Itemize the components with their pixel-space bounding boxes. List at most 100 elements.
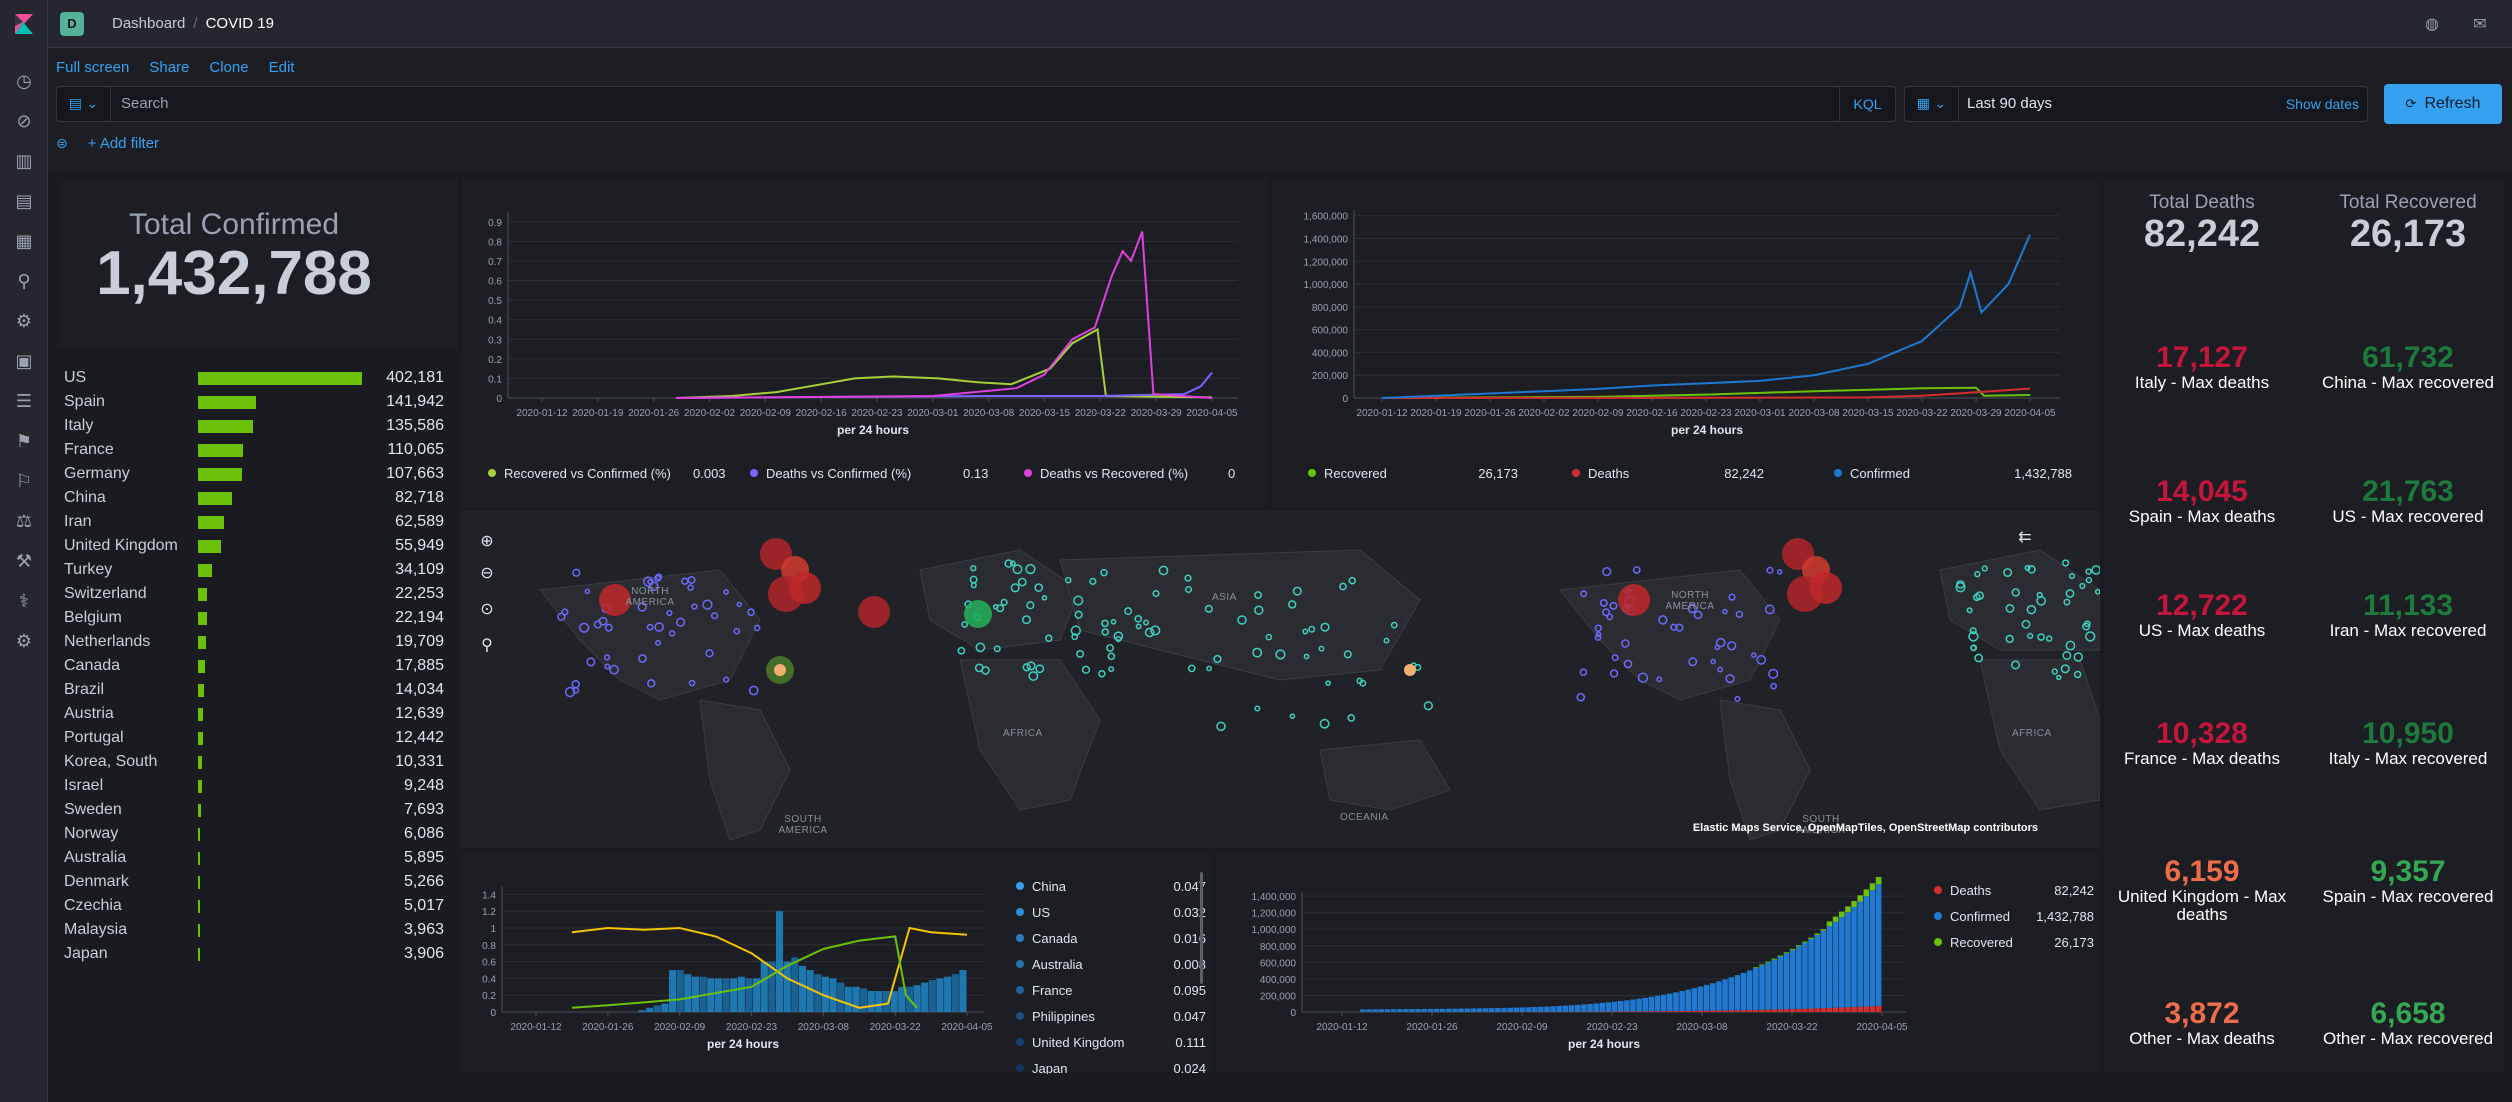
case-bubble[interactable] xyxy=(1100,568,1108,577)
country-row[interactable]: Brazil 14,034 xyxy=(64,678,444,702)
bar-recovered[interactable] xyxy=(1875,876,1882,885)
case-bubble[interactable] xyxy=(1970,644,1978,652)
series-line-1[interactable] xyxy=(1381,387,2031,399)
bar-deaths[interactable] xyxy=(1789,1009,1796,1012)
case-bubble[interactable] xyxy=(1275,649,1286,660)
bar-confirmed[interactable] xyxy=(1495,1008,1501,1012)
legend-item[interactable]: Deaths vs Recovered (%) xyxy=(1024,464,1188,484)
case-bubble[interactable] xyxy=(1594,634,1602,641)
bar-confirmed[interactable] xyxy=(1581,1004,1587,1012)
case-bubble[interactable] xyxy=(2073,670,2082,679)
case-bubble[interactable] xyxy=(710,612,719,620)
case-bubble[interactable] xyxy=(646,623,654,631)
bar-deaths[interactable] xyxy=(1734,1010,1741,1012)
bar-recovered[interactable] xyxy=(1783,952,1790,954)
bar-deaths[interactable] xyxy=(1667,1011,1673,1012)
case-bubble[interactable] xyxy=(638,654,647,663)
case-bubble[interactable] xyxy=(1637,672,1649,683)
dashboard-icon[interactable]: ▤ xyxy=(15,191,33,212)
case-bubble[interactable] xyxy=(1000,598,1008,606)
bar-confirmed[interactable] xyxy=(1728,977,1735,1011)
country-row[interactable]: Norway 6,086 xyxy=(64,822,444,846)
case-bubble[interactable] xyxy=(1766,566,1774,574)
case-bubble[interactable] xyxy=(1026,661,1036,671)
bar-confirmed[interactable] xyxy=(1501,1007,1507,1012)
bar-recovered[interactable] xyxy=(1851,900,1857,907)
case-bubble[interactable] xyxy=(1184,574,1192,582)
bar-confirmed[interactable] xyxy=(1415,1009,1421,1012)
case-bubble[interactable] xyxy=(1108,666,1115,673)
bar-confirmed[interactable] xyxy=(1531,1007,1538,1012)
case-bubble[interactable] xyxy=(1028,671,1039,682)
case-bubble[interactable] xyxy=(604,663,611,670)
bar-confirmed[interactable] xyxy=(1402,1009,1409,1012)
bar-confirmed[interactable] xyxy=(1808,938,1814,1009)
bar-deaths[interactable] xyxy=(1746,1010,1753,1012)
bar-confirmed[interactable] xyxy=(1574,1004,1581,1012)
zoom-in-icon[interactable]: ⊕ xyxy=(480,531,494,550)
case-bubble[interactable] xyxy=(2056,674,2062,681)
help-icon[interactable]: ◍ xyxy=(2425,14,2439,33)
case-bubble[interactable] xyxy=(1423,701,1433,711)
bar-deaths[interactable] xyxy=(1863,1006,1870,1012)
bar-deaths[interactable] xyxy=(1839,1007,1845,1012)
bar-recovered[interactable] xyxy=(1863,889,1870,897)
layer-control-icon[interactable]: ⇇ xyxy=(2018,527,2032,546)
case-bubble[interactable] xyxy=(2065,640,2076,651)
case-bubble[interactable] xyxy=(2065,589,2075,598)
siem-icon[interactable]: ⚖ xyxy=(15,511,33,532)
full-screen-link[interactable]: Full screen xyxy=(56,59,130,76)
case-bubble[interactable] xyxy=(2062,559,2070,567)
uptime-icon[interactable]: ⚐ xyxy=(15,471,33,492)
search-input[interactable]: Search xyxy=(121,95,169,112)
case-bubble[interactable] xyxy=(1343,650,1352,659)
case-bubble[interactable] xyxy=(1017,577,1027,587)
legend-item[interactable]: Deaths 82,242 xyxy=(1934,878,2094,904)
time-range-value[interactable]: Last 90 days xyxy=(1967,95,2053,112)
bar-confirmed[interactable] xyxy=(1875,884,1882,1006)
bar-deaths[interactable] xyxy=(1802,1008,1808,1012)
bar-deaths[interactable] xyxy=(1697,1010,1704,1012)
bar-confirmed[interactable] xyxy=(1366,1009,1372,1012)
bar-confirmed[interactable] xyxy=(1679,991,1685,1012)
map-canvas[interactable] xyxy=(460,510,2100,848)
legend-item[interactable]: Confirmed 1,432,788 xyxy=(1934,904,2094,930)
case-bubble[interactable] xyxy=(584,588,591,595)
country-row[interactable]: Israel 9,248 xyxy=(64,774,444,798)
case-bubble[interactable] xyxy=(1026,601,1035,610)
case-bubble[interactable] xyxy=(1404,664,1416,676)
bar-confirmed[interactable] xyxy=(1685,989,1692,1011)
bar-confirmed[interactable] xyxy=(1439,1008,1446,1012)
bar-recovered[interactable] xyxy=(1759,964,1765,966)
bar-recovered[interactable] xyxy=(1802,941,1808,943)
country-row[interactable]: Germany 107,663 xyxy=(64,462,444,486)
case-bubble[interactable] xyxy=(1658,615,1668,625)
country-row[interactable]: Austria 12,639 xyxy=(64,702,444,726)
country-row[interactable]: Italy 135,586 xyxy=(64,414,444,438)
bar-deaths[interactable] xyxy=(1740,1010,1747,1012)
case-bubble[interactable] xyxy=(666,609,673,617)
country-legend-item[interactable]: Japan 0.024 xyxy=(1016,1056,1206,1074)
case-bubble[interactable] xyxy=(970,564,977,572)
case-bubble[interactable] xyxy=(1254,605,1264,615)
case-bubble[interactable] xyxy=(1966,607,1973,614)
bar-recovered[interactable] xyxy=(1832,916,1839,922)
bar-confirmed[interactable] xyxy=(1550,1006,1556,1012)
bar-deaths[interactable] xyxy=(1777,1009,1784,1012)
bar-confirmed[interactable] xyxy=(1759,965,1765,1010)
case-bubble[interactable] xyxy=(2094,588,2100,595)
bar-deaths[interactable] xyxy=(1771,1009,1777,1012)
case-bubble[interactable] xyxy=(1319,718,1330,729)
bar-recovered[interactable] xyxy=(1808,937,1814,939)
case-bubble[interactable] xyxy=(1254,705,1261,712)
bar-confirmed[interactable] xyxy=(1519,1007,1526,1012)
case-bubble[interactable] xyxy=(702,599,713,610)
bar-deaths[interactable] xyxy=(1875,1005,1882,1012)
country-row[interactable]: Switzerland 22,253 xyxy=(64,582,444,606)
monitoring-icon[interactable]: ⚕ xyxy=(19,591,29,612)
case-bubble[interactable] xyxy=(2005,634,2014,644)
case-bubble[interactable] xyxy=(1675,623,1684,632)
case-bubble[interactable] xyxy=(1070,625,1081,636)
series-line-0[interactable] xyxy=(675,327,1213,399)
bar-confirmed[interactable] xyxy=(1372,1009,1378,1012)
